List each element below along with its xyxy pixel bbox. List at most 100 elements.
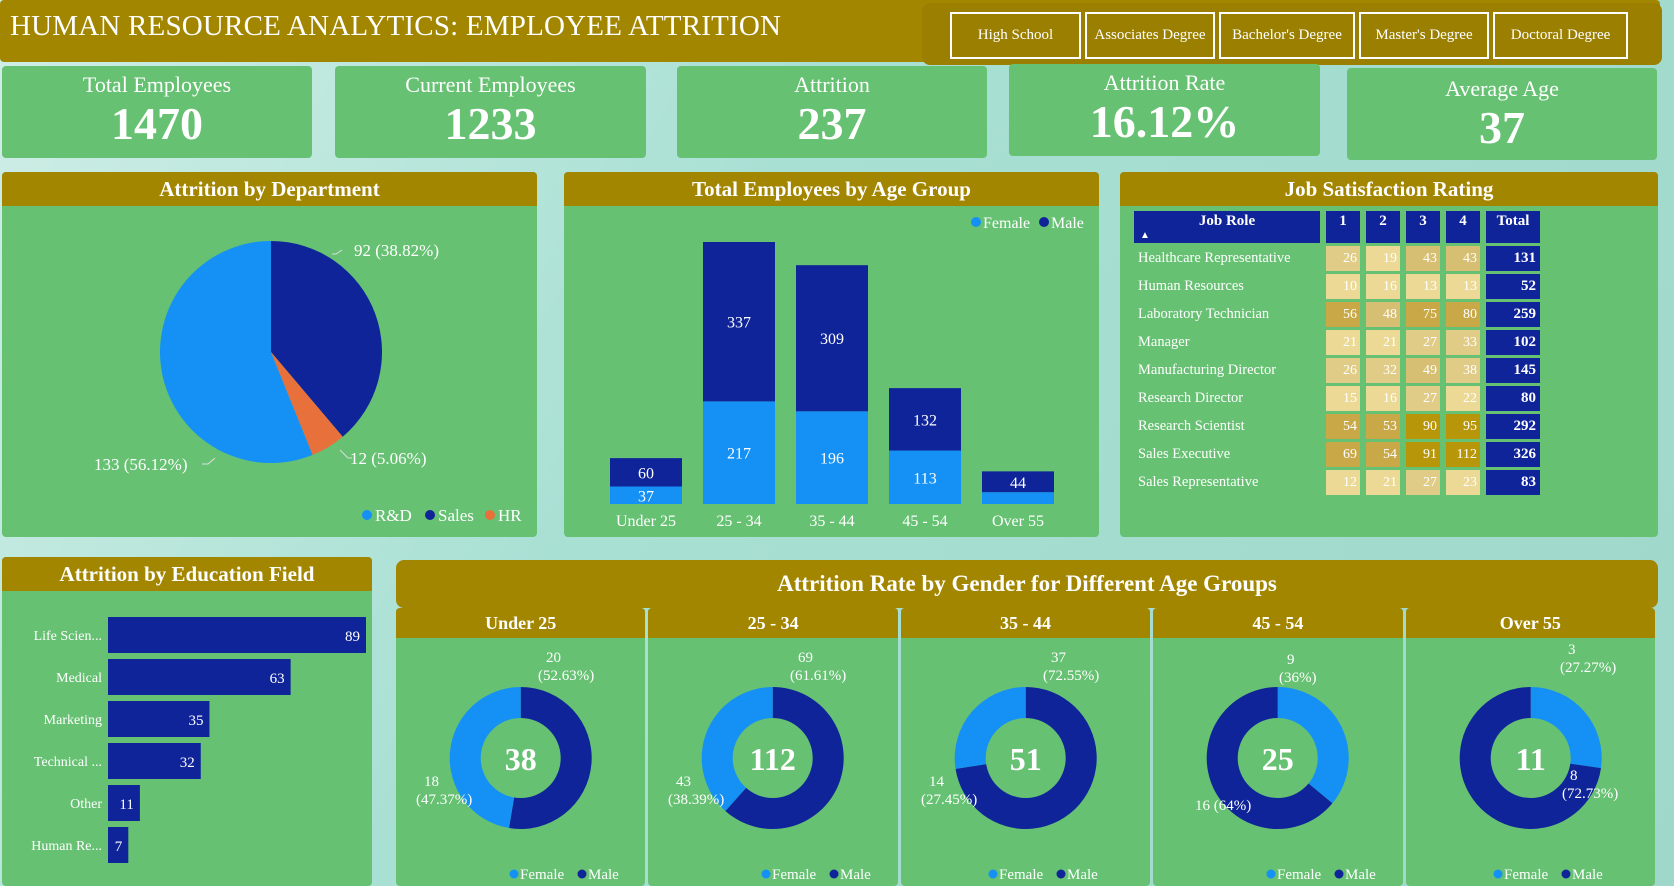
edu-bar-value: 32 (180, 755, 195, 771)
filter-masters-degree-button[interactable]: Master's Degree (1359, 12, 1489, 59)
cell-total: 80 (1486, 386, 1540, 411)
legend-female-label: Female (999, 867, 1043, 883)
bar-male[interactable] (796, 265, 868, 412)
edu-bar[interactable] (108, 743, 201, 779)
donut-label-female: 9 (36%) (1279, 652, 1317, 686)
legend-rd-dot (362, 510, 372, 520)
bar-male[interactable] (982, 471, 1054, 493)
panel-title: Attrition by Education Field (2, 557, 372, 591)
donut-center-total: 11 (1515, 741, 1545, 777)
bar-label-male: 132 (913, 412, 937, 429)
donut-center-total: 112 (750, 741, 796, 777)
col-header-job-role[interactable]: Job Role ▲ (1134, 211, 1320, 243)
legend-female-label: Female (520, 867, 564, 883)
legend-female-label: Female (1504, 867, 1548, 883)
cell-rating-2: 21 (1366, 470, 1400, 495)
edu-category-label: Life Scien... (34, 629, 102, 644)
col-header-4[interactable]: 4 (1446, 211, 1480, 243)
cell-rating-1: 12 (1326, 470, 1360, 495)
donut-title: 25 - 34 (648, 608, 898, 638)
cell-job-role: Manager (1138, 334, 1190, 350)
edu-category-label: Human Re... (31, 839, 102, 854)
cell-rating-1: 69 (1326, 442, 1360, 467)
cell-rating-4: 112 (1446, 442, 1480, 467)
cell-job-role: Sales Executive (1138, 446, 1231, 462)
col-header-1[interactable]: 1 (1326, 211, 1360, 243)
edu-category-label: Marketing (44, 713, 102, 728)
bar-label-male: 309 (820, 331, 844, 348)
cell-rating-4: 43 (1446, 246, 1480, 271)
edu-bar[interactable] (108, 617, 366, 653)
filter-bachelors-degree-button[interactable]: Bachelor's Degree (1219, 12, 1355, 59)
legend-male-dot (1334, 869, 1344, 879)
education-filter-slicer: High School Associates Degree Bachelor's… (922, 3, 1662, 65)
donut-title: 35 - 44 (900, 608, 1151, 638)
filter-high-school-button[interactable]: High School (950, 12, 1081, 59)
pie-label-rd: 133 (56.12%) (94, 455, 187, 474)
donut-label-female: 14 (27.45%) (921, 774, 977, 808)
bar-female[interactable] (796, 411, 868, 504)
legend-male-dot (829, 869, 839, 879)
edu-category-label: Other (70, 797, 102, 812)
edu-bar[interactable] (108, 701, 210, 737)
col-header-3[interactable]: 3 (1406, 211, 1440, 243)
sort-asc-icon[interactable]: ▲ (1140, 230, 1150, 241)
donut-label-female: 3 (27.27%) (1560, 642, 1616, 676)
cell-job-role: Research Director (1138, 390, 1244, 406)
legend-male-dot (1056, 869, 1066, 879)
edu-category-label: Technical ... (34, 755, 102, 770)
age-group-stacked-bar-chart: Female Male 37 60 Under 25 217 337 25 - 34 196… (610, 215, 1084, 530)
edu-bar[interactable] (108, 785, 140, 821)
donut-label-male: 20 (52.63%) (538, 650, 594, 684)
edu-bar[interactable] (108, 659, 291, 695)
cell-rating-3: 13 (1406, 274, 1440, 299)
gender-donut-row: Under 25 38 20 (52.63%) 18 (47.37%) Female Male… (396, 608, 1658, 886)
dept-pie-chart: 92 (38.82%) 133 (56.12%) 12 (5.06%) R&D … (94, 241, 522, 525)
edu-bar-value: 89 (345, 629, 360, 645)
cell-rating-4: 33 (1446, 330, 1480, 355)
col-header-total[interactable]: Total (1486, 211, 1540, 243)
pie-label-hr: 12 (5.06%) (350, 449, 426, 468)
donut-hole (733, 718, 814, 798)
cell-job-role: Sales Representative (1138, 474, 1259, 490)
kpi-label: Total Employees (82, 72, 232, 97)
gender-donut-panel: 45 - 54 25 9 (36%) 16 (64%) Female Male (1153, 608, 1403, 886)
bar-female[interactable] (889, 450, 961, 504)
pie-slice-sales[interactable] (271, 241, 383, 437)
job-satisfaction-matrix: Job Role ▲ 1 2 3 4 Total Healthcare Repre… (1128, 208, 1546, 498)
pie-slice-hr[interactable] (271, 352, 343, 455)
legend-female-label: Female (772, 867, 816, 883)
bar-female[interactable] (703, 401, 775, 504)
education-field-bar-chart: 89 Life Scien... 63 Medical 35 Marketing 32 Tec… (31, 617, 366, 863)
table-row: Manager 21 21 27 33 102 (1134, 330, 1540, 355)
edu-bar[interactable] (108, 827, 129, 863)
donut-center-total: 38 (505, 741, 537, 777)
pie-slice-rd[interactable] (159, 241, 313, 464)
bar-male[interactable] (610, 458, 682, 487)
dept-attrition-panel: Attrition by Department 92 (38.82%) 133 … (2, 172, 537, 537)
donut-title: Over 55 (1405, 608, 1655, 638)
cell-rating-1: 54 (1326, 414, 1360, 439)
bar-male[interactable] (703, 242, 775, 402)
filter-doctoral-degree-button[interactable]: Doctoral Degree (1493, 12, 1628, 59)
bar-female[interactable] (610, 486, 682, 504)
filter-associates-degree-button[interactable]: Associates Degree (1085, 12, 1215, 59)
age-group-panel: Total Employees by Age Group Female Male… (564, 172, 1099, 537)
cell-rating-3: 27 (1406, 470, 1440, 495)
donut-label-male: 16 (64%) (1195, 798, 1251, 814)
col-header-2[interactable]: 2 (1366, 211, 1400, 243)
bar-male[interactable] (889, 388, 961, 451)
cell-rating-2: 48 (1366, 302, 1400, 327)
cell-rating-4: 80 (1446, 302, 1480, 327)
legend-sales-label: Sales (438, 506, 474, 525)
donut-center-total: 51 (1009, 741, 1041, 777)
cell-total: 145 (1486, 358, 1540, 383)
cell-rating-4: 23 (1446, 470, 1480, 495)
cell-rating-4: 13 (1446, 274, 1480, 299)
legend-female-dot (1493, 869, 1503, 879)
cell-total: 131 (1486, 246, 1540, 271)
legend-female-dot (988, 869, 998, 879)
cell-rating-1: 26 (1326, 358, 1360, 383)
bar-female[interactable] (982, 492, 1054, 504)
donut-label-male: 8 (72.73%) (1562, 768, 1618, 802)
